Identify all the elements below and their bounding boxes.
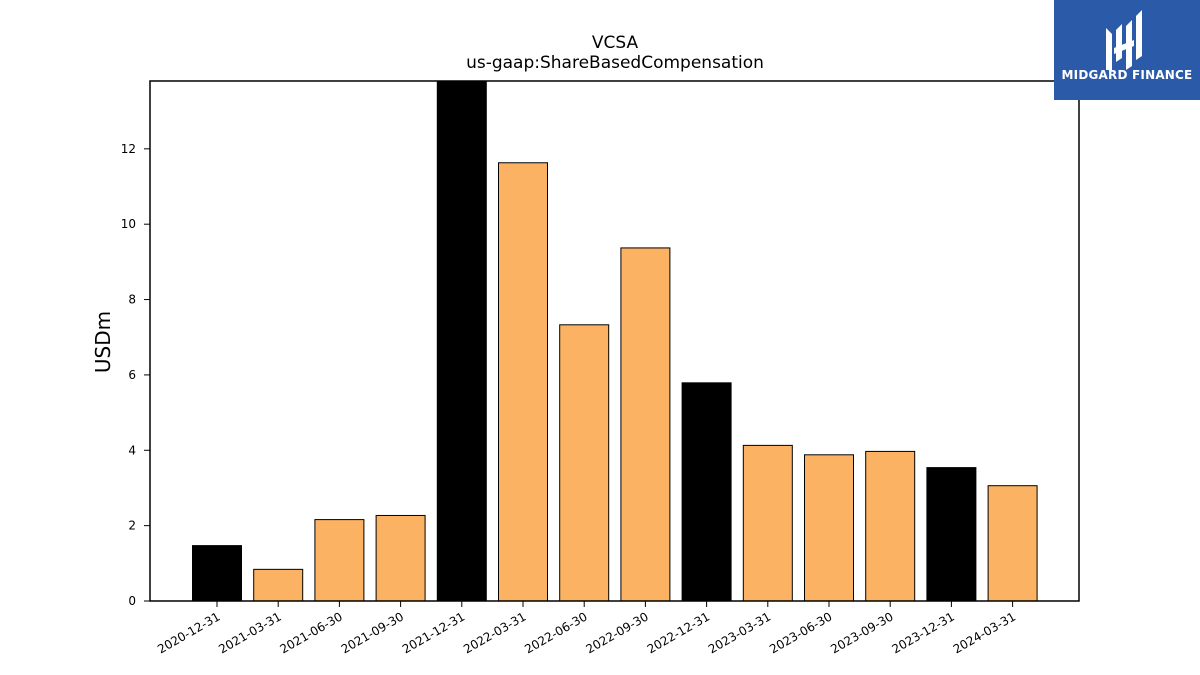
x-tick-label: 2021-12-31	[400, 609, 467, 656]
bar-2021-06-30	[314, 519, 365, 602]
x-tick-label: 2021-09-30	[339, 609, 406, 656]
bar-2022-03-31	[498, 162, 548, 602]
chart-title: VCSA	[592, 33, 639, 53]
bar-2023-09-30	[865, 450, 916, 602]
x-tick-label: 2024-03-31	[951, 609, 1018, 656]
midgard-logo-icon	[1106, 10, 1142, 70]
y-tick-label: 0	[128, 594, 136, 608]
x-tick-label: 2020-12-31	[155, 609, 222, 656]
x-tick-label: 2021-06-30	[277, 609, 344, 656]
y-tick-label: 10	[121, 217, 136, 231]
y-tick-label: 8	[128, 293, 136, 307]
x-tick-label: 2022-09-30	[583, 609, 650, 656]
bar-2021-03-31	[253, 568, 304, 602]
y-ticks-group: 0 2 4 6 8 10 12	[121, 142, 150, 608]
bars-group	[192, 80, 1038, 602]
plot-frame	[149, 80, 1080, 602]
logo-text: MIDGARD FINANCE	[1061, 68, 1193, 82]
chart-subtitle: us-gaap:ShareBasedCompensation	[466, 53, 764, 73]
bar-2022-09-30	[620, 247, 671, 602]
x-tick-label: 2022-12-31	[645, 609, 712, 656]
bar-2023-12-31	[926, 467, 977, 602]
bar-2022-12-31	[681, 382, 732, 602]
x-tick-label: 2023-09-30	[828, 609, 895, 656]
bar-2023-03-31	[742, 444, 793, 602]
bar-2024-03-31	[987, 485, 1038, 602]
x-tick-label: 2022-03-31	[461, 609, 528, 656]
y-tick-label: 12	[121, 142, 136, 156]
x-tick-label: 2023-06-30	[767, 609, 834, 656]
midgard-finance-logo: MIDGARD FINANCE	[1054, 0, 1200, 100]
x-tick-label: 2023-03-31	[706, 609, 773, 656]
bar-2020-12-31	[192, 545, 242, 602]
y-tick-label: 6	[128, 368, 136, 382]
y-tick-label: 2	[128, 519, 136, 533]
y-axis-label: USDm	[91, 311, 115, 373]
y-tick-label: 4	[128, 443, 136, 457]
x-tick-label: 2023-12-31	[889, 609, 956, 656]
x-tick-label: 2022-06-30	[522, 609, 589, 656]
bar-2023-06-30	[804, 454, 854, 602]
bar-2021-12-31	[436, 80, 487, 602]
bar-2021-09-30	[375, 514, 426, 602]
x-tick-label: 2021-03-31	[216, 609, 283, 656]
bar-2022-06-30	[559, 324, 610, 602]
x-ticks-group: 2020-12-312021-03-312021-06-302021-09-30…	[155, 601, 1018, 656]
